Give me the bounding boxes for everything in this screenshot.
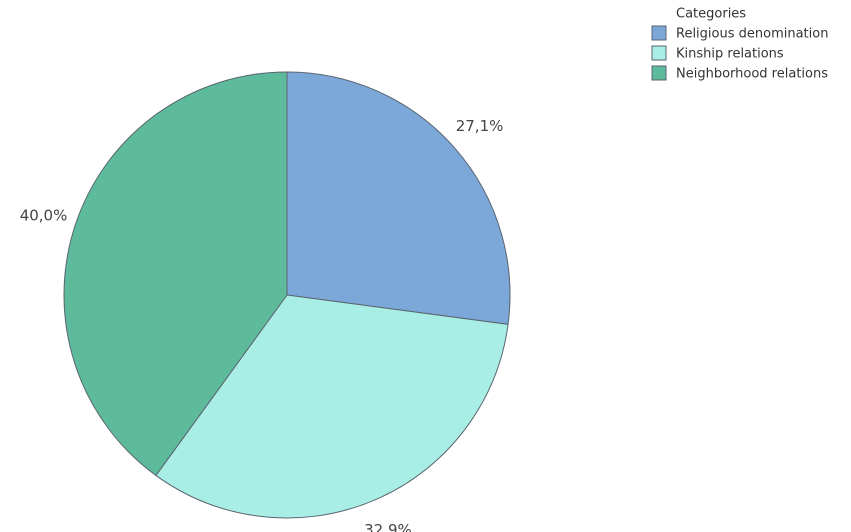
- legend-swatch: [651, 25, 667, 41]
- legend-title: Categories: [676, 7, 746, 22]
- legend-label: Kinship relations: [676, 47, 784, 62]
- slice-label: 27,1%: [456, 117, 504, 135]
- legend-label: Neighborhood relations: [676, 67, 828, 82]
- legend-swatch: [651, 45, 667, 61]
- slice-label: 32,9%: [364, 521, 412, 532]
- pie-slice: [63, 71, 288, 477]
- legend-label: Religious denomination: [676, 27, 828, 42]
- pie-slice: [286, 71, 511, 325]
- pie-slice: [155, 294, 509, 519]
- slice-label: 40,0%: [20, 206, 68, 224]
- legend-swatch: [651, 65, 667, 81]
